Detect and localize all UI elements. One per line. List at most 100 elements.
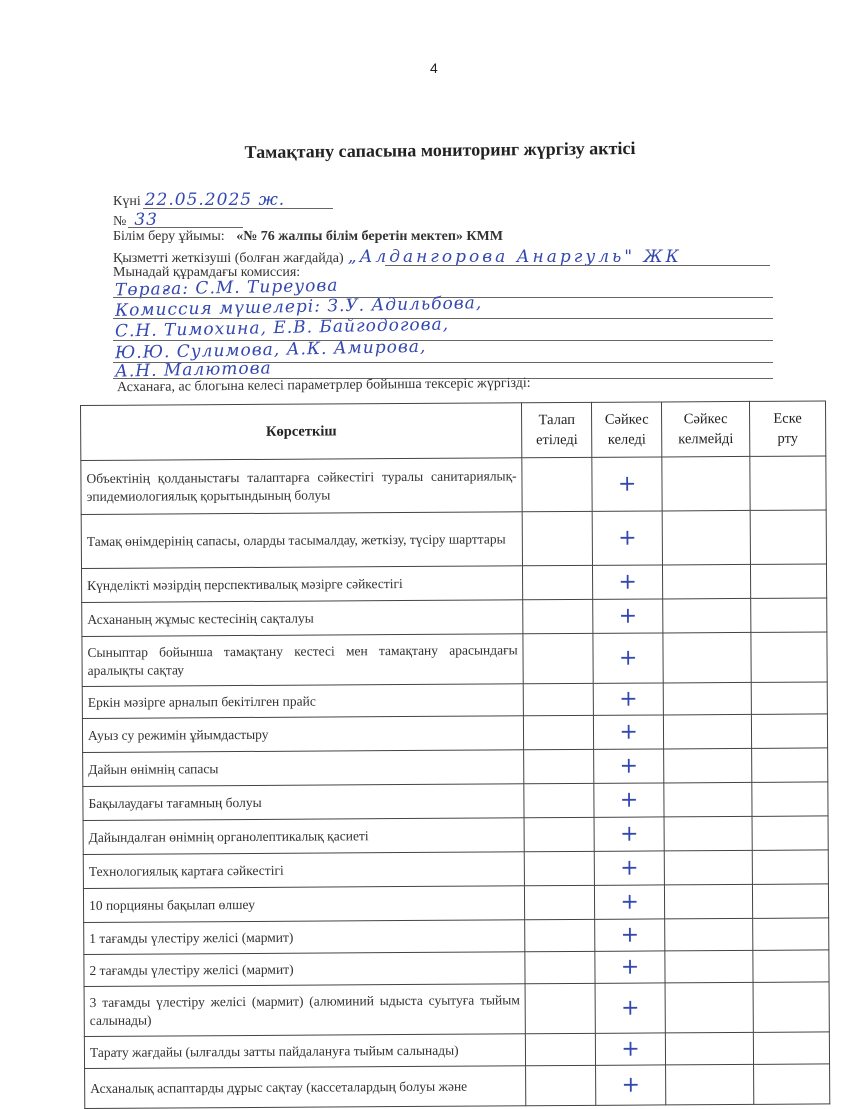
header-indicator: Көрсеткіш: [80, 402, 523, 461]
indicator-cell: 1 тағамды үлестіру желісі (мармит): [83, 919, 526, 955]
non-compliant-cell: [664, 816, 753, 851]
non-compliant-cell: [664, 950, 754, 983]
compliant-cell: +: [594, 816, 665, 852]
indicator-cell: Асханалық аспаптарды дұрыс сақтау (кассе…: [84, 1065, 527, 1109]
compliant-cell: +: [592, 456, 663, 512]
note-cell: [750, 631, 828, 683]
non-compliant-cell: [664, 884, 753, 919]
organization-value: «№ 76 жалпы білім беретін мектеп» КММ: [236, 229, 503, 244]
compliant-cell: +: [593, 682, 664, 716]
indicator-cell: Ауыз су режимін ұйымдастыру: [82, 715, 524, 753]
non-compliant-cell: [663, 682, 752, 715]
table-row: Асханалық аспаптарды дұрыс сақтау (кассе…: [84, 1063, 830, 1109]
non-compliant-cell: [661, 456, 751, 511]
compliant-cell: +: [594, 850, 665, 886]
required-cell: [523, 715, 594, 750]
number-value: 33: [134, 210, 158, 230]
indicator-cell: Тамақ өнімдерінің сапасы, оларды тасымал…: [81, 511, 523, 569]
header-compliant: Сәйкес келеді: [591, 401, 662, 458]
required-cell: [525, 983, 596, 1034]
required-cell: [524, 783, 595, 818]
compliant-cell: +: [595, 950, 666, 984]
table-row: Сыныптар бойынша тамақтану кестесі мен т…: [81, 631, 828, 687]
note-cell: [752, 815, 829, 851]
non-compliant-cell: [662, 564, 751, 599]
required-cell: [522, 565, 593, 600]
indicator-cell: 10 порцияны бақылап өлшеу: [83, 885, 525, 923]
indicator-cell: Асхананың жұмыс кестесінің сақталуы: [81, 599, 524, 637]
required-cell: [523, 683, 594, 716]
indicator-cell: Бақылаудағы тағамның болуы: [82, 783, 525, 821]
note-cell: [750, 597, 827, 633]
required-cell: [523, 633, 594, 684]
table-row: Ауыз су режимін ұйымдастыру +: [82, 713, 828, 753]
supplier-value: „Алдангорова Анаргуль" ЖК: [347, 247, 682, 267]
compliant-cell: +: [594, 884, 665, 920]
note-cell: [751, 713, 828, 749]
table-row: Тарату жағдайы (ылғалды затты пайдалануғ…: [84, 1031, 830, 1069]
indicator-cell: Еркін мәзірге арналып бекітілген прайс: [82, 683, 524, 719]
required-cell: [522, 457, 593, 512]
non-compliant-cell: [663, 714, 752, 749]
indicator-cell: 2 тағамды үлестіру желісі (мармит): [83, 951, 526, 987]
required-cell: [523, 749, 594, 784]
compliant-cell: +: [593, 782, 665, 818]
inspection-intro: Асханаға, ас блогына келесі параметрлер …: [116, 375, 531, 396]
indicator-cell: Дайындалған өнімнің органолептикалық қас…: [83, 817, 525, 855]
table-row: Асхананың жұмыс кестесінің сақталуы +: [81, 597, 827, 637]
table-row: 10 порцияны бақылап өлшеу +: [83, 883, 829, 923]
note-cell: [753, 1031, 830, 1065]
indicator-cell: Объектінің қолданыстағы талаптарға сәйке…: [80, 457, 523, 515]
compliant-cell: +: [593, 714, 664, 750]
compliant-cell: +: [595, 982, 666, 1034]
required-cell: [524, 817, 595, 852]
note-cell: [752, 883, 829, 919]
indicator-cell: Технологиялық картаға сәйкестігі: [83, 851, 525, 889]
required-cell: [524, 919, 596, 952]
non-compliant-cell: [665, 1032, 754, 1065]
non-compliant-cell: [663, 748, 752, 783]
note-cell: [750, 563, 827, 599]
table-row: Технологиялық картаға сәйкестігі +: [83, 849, 829, 889]
compliant-cell: +: [592, 564, 663, 600]
supplier-label: Қызметті жеткізуші (болған жағдайда): [113, 251, 344, 266]
required-cell: [522, 599, 594, 634]
non-compliant-cell: [662, 598, 751, 633]
note-cell: [753, 981, 830, 1033]
inspection-table: Көрсеткіш Талап етіледі Сәйкес келеді Сәйк…: [80, 400, 830, 1109]
header-required: Талап етіледі: [521, 402, 593, 458]
number-label: №: [113, 214, 127, 229]
table-row: Дайын өнімнің сапасы +: [82, 747, 828, 787]
table-row: Тамақ өнімдерінің сапасы, оларды тасымал…: [81, 509, 827, 569]
table-row: Дайындалған өнімнің органолептикалық қас…: [83, 815, 829, 855]
table-row: 2 тағамды үлестіру желісі (мармит) +: [83, 949, 830, 987]
header-non-compliant: Сәйкес келмейді: [661, 401, 750, 457]
required-cell: [522, 511, 593, 566]
non-compliant-cell: [663, 632, 752, 683]
date-field: Күні 22.05.2025 ж.: [113, 190, 285, 210]
non-compliant-cell: [665, 1064, 754, 1105]
table-header-row: Көрсеткіш Талап етіледі Сәйкес келеді Сәйк…: [80, 400, 826, 461]
header-note: Еске рту: [749, 400, 826, 457]
compliant-cell: +: [595, 1032, 666, 1066]
supplier-field: Қызметті жеткізуші (болған жағдайда) „Алд…: [113, 247, 682, 267]
table-row: Күнделікті мәзірдің перспективалық мәзір…: [81, 563, 827, 603]
non-compliant-cell: [664, 850, 753, 885]
table-row: Бақылаудағы тағамның болуы +: [82, 781, 829, 821]
note-cell: [751, 681, 828, 715]
compliant-cell: +: [593, 748, 664, 784]
compliant-cell: +: [592, 510, 663, 566]
indicator-cell: Күнделікті мәзірдің перспективалық мәзір…: [81, 565, 523, 603]
required-cell: [524, 851, 595, 886]
compliant-cell: +: [593, 632, 664, 684]
organization-label: Білім беру ұйымы:: [113, 229, 225, 244]
note-cell: [749, 455, 827, 511]
compliant-cell: +: [594, 918, 665, 952]
note-cell: [750, 509, 827, 565]
indicator-cell: 3 тағамды үлестіру желісі (мармит) (алюм…: [84, 983, 526, 1037]
indicator-cell: Тарату жағдайы (ылғалды затты пайдалануғ…: [84, 1033, 526, 1069]
note-cell: [752, 949, 830, 983]
non-compliant-cell: [662, 510, 751, 565]
non-compliant-cell: [665, 982, 754, 1033]
date-value: 22.05.2025 ж.: [144, 190, 286, 210]
